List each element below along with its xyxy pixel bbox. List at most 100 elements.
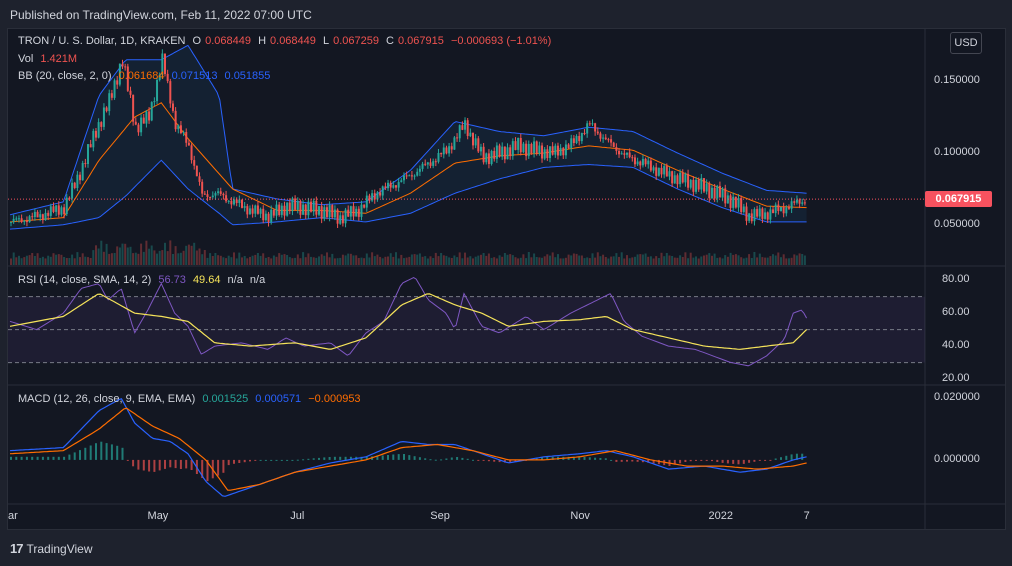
volume-bar xyxy=(570,255,573,265)
volume-bar xyxy=(418,253,421,265)
macd-histogram-bar xyxy=(57,456,60,460)
candle-body xyxy=(339,215,342,224)
volume-bar xyxy=(211,256,214,265)
volume-bar xyxy=(193,242,196,265)
bb-upper-value: 0.071513 xyxy=(171,70,218,82)
volume-bar xyxy=(18,255,20,265)
candle-body xyxy=(700,178,703,190)
candle-body xyxy=(352,206,355,217)
candle-body xyxy=(586,123,589,134)
volume-bar xyxy=(721,258,724,265)
volume-bar xyxy=(272,255,275,265)
candle-body xyxy=(206,194,209,198)
volume-bar xyxy=(214,253,217,265)
volume-bar xyxy=(790,257,793,265)
volume-bar xyxy=(766,257,769,265)
candle-body xyxy=(270,209,273,223)
chart-svg[interactable] xyxy=(8,29,1006,530)
volume-bar xyxy=(357,258,360,265)
volume-bar xyxy=(639,254,642,265)
volume-bar xyxy=(185,245,188,265)
vol-label: Vol xyxy=(18,53,34,65)
volume-bar xyxy=(65,258,68,265)
macd-legend: MACD (12, 26, close, 9, EMA, EMA) 0.0015… xyxy=(18,393,365,405)
volume-bar xyxy=(235,258,238,265)
volume-bar xyxy=(254,254,257,265)
candle-body xyxy=(702,178,705,192)
rsi-value: 56.73 xyxy=(158,274,186,286)
volume-bar xyxy=(764,257,767,265)
volume-bar xyxy=(392,256,395,265)
volume-bar xyxy=(591,253,594,265)
candle-body xyxy=(36,211,39,218)
candle-body xyxy=(299,200,302,215)
volume-bar xyxy=(511,255,514,265)
volume-bar xyxy=(108,253,111,265)
candle-body xyxy=(166,73,169,82)
macd-histogram-bar xyxy=(610,459,613,461)
macd-histogram-bar xyxy=(142,459,145,471)
volume-bar xyxy=(49,256,52,265)
candle-body xyxy=(647,160,650,165)
candle-body xyxy=(785,207,788,214)
volume-bar xyxy=(461,258,464,265)
macd-histogram-bar xyxy=(626,459,628,462)
candle-body xyxy=(344,209,347,224)
volume-bar xyxy=(801,254,804,265)
candle-body xyxy=(73,182,76,188)
macd-histogram-bar xyxy=(684,459,687,462)
volume-bar xyxy=(403,258,405,265)
volume-bar xyxy=(320,254,323,265)
volume-bar xyxy=(522,254,525,265)
candle-body xyxy=(663,166,666,175)
candle-body xyxy=(787,207,790,209)
footer-brand[interactable]: 17 TradingView xyxy=(10,540,93,558)
macd-histogram-bar xyxy=(280,459,283,461)
volume-bar xyxy=(615,253,618,265)
candle-body xyxy=(527,144,530,157)
volume-bar xyxy=(469,256,472,265)
volume-bar xyxy=(490,257,493,265)
volume-bar xyxy=(373,256,376,265)
candle-body xyxy=(150,102,153,121)
candle-body xyxy=(410,175,413,177)
candle-body xyxy=(55,205,58,212)
volume-bar xyxy=(485,255,488,265)
macd-histogram-bar xyxy=(764,459,767,461)
price-legend: TRON / U. S. Dollar, 1D, KRAKEN O 0.06844… xyxy=(18,35,555,47)
candle-body xyxy=(233,199,236,205)
volume-bar xyxy=(567,254,570,265)
volume-bar xyxy=(649,256,652,265)
macd-histogram-bar xyxy=(466,458,469,460)
volume-bar xyxy=(626,255,628,265)
volume-bar xyxy=(687,258,690,265)
macd-histogram-bar xyxy=(392,454,395,460)
candle-body xyxy=(379,192,382,196)
macd-histogram-bar xyxy=(535,458,538,460)
candle-body xyxy=(548,146,551,158)
time-tick-label: Jul xyxy=(290,510,305,522)
candle-body xyxy=(86,144,89,164)
candle-body xyxy=(679,172,682,185)
volume-bar xyxy=(190,245,193,265)
macd-histogram-bar xyxy=(541,457,543,460)
tradingview-logo-icon: 17 xyxy=(10,541,24,556)
bb-lower-line xyxy=(9,159,807,230)
candle-body xyxy=(522,143,525,153)
candle-body xyxy=(426,162,429,165)
volume-bar xyxy=(187,244,190,265)
rsi-tick-label: 60.00 xyxy=(942,306,970,319)
volume-bar xyxy=(89,258,92,265)
volume-bar xyxy=(349,253,352,265)
chart-container[interactable]: TRON / U. S. Dollar, 1D, KRAKEN O 0.06844… xyxy=(7,28,1006,530)
volume-bar xyxy=(713,253,716,265)
currency-button[interactable]: USD xyxy=(950,32,982,54)
rsi-legend: RSI (14, close, SMA, 14, 2) 56.73 49.64 … xyxy=(18,274,269,286)
macd-histogram-bar xyxy=(360,456,363,460)
rsi-ma-line xyxy=(9,293,808,350)
candle-body xyxy=(238,199,241,203)
volume-bar xyxy=(578,255,581,265)
bb-basis-line xyxy=(9,102,807,223)
macd-histogram-bar xyxy=(148,459,151,472)
candle-body xyxy=(541,145,544,159)
